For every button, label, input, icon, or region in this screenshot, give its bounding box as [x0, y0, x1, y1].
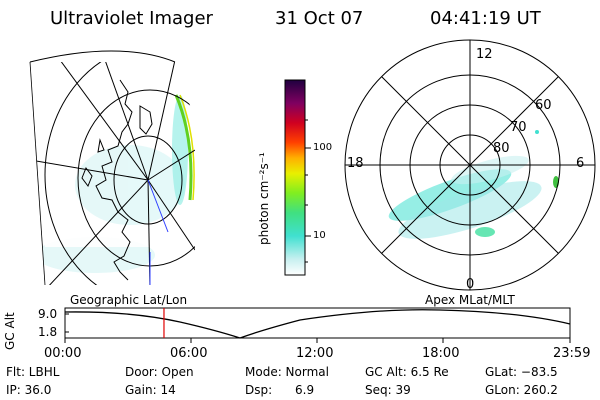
info-mode: Mode: Normal	[245, 365, 329, 379]
altitude-ylabel: GC Alt	[3, 312, 17, 350]
geographic-label: Geographic Lat/Lon	[70, 293, 188, 307]
date-label: 31 Oct 07	[275, 8, 364, 29]
colorbar	[284, 79, 311, 276]
altitude-xtick-1: 06:00	[170, 346, 208, 361]
altitude-ytick-high: 9.0	[38, 307, 58, 321]
info-filter: Flt: LBHL	[6, 365, 60, 379]
info-dsp: Dsp: 6.9	[245, 383, 315, 397]
polar-lat-80: 80	[493, 141, 510, 156]
colorbar-tick-100: 100	[313, 142, 333, 153]
aurora-edge-arc	[174, 94, 193, 201]
time-label: 04:41:19 UT	[430, 8, 541, 29]
info-glon: GLon: 260.2	[485, 383, 558, 397]
info-ip: IP: 36.0	[6, 383, 52, 397]
info-gc-alt: GC Alt: 6.5 Re	[365, 365, 449, 379]
apex-label: Apex MLat/MLT	[425, 293, 515, 307]
info-glat: GLat: −83.5	[485, 365, 558, 379]
altitude-curve	[64, 309, 571, 339]
polar-lat-60: 60	[535, 98, 552, 113]
altitude-xtick-0: 00:00	[44, 346, 82, 361]
altitude-plot	[64, 307, 571, 343]
altitude-xtick-4: 23:59	[553, 346, 591, 361]
polar-label-top: 12	[476, 47, 493, 62]
aurora-emission-left	[35, 95, 190, 273]
colorbar-unit-label: photon cm⁻²s⁻¹	[257, 152, 271, 245]
altitude-ytick-low: 1.8	[38, 325, 58, 339]
colorbar-tick-10: 10	[313, 230, 326, 241]
polar-label-right: 6	[576, 156, 585, 171]
polar-lat-70: 70	[510, 120, 527, 135]
polar-plot	[344, 39, 596, 291]
info-gain: Gain: 14	[125, 383, 176, 397]
altitude-xtick-3: 18:00	[422, 346, 460, 361]
info-seq: Seq: 39	[365, 383, 411, 397]
polar-label-bottom: 0	[466, 277, 475, 292]
coastline	[95, 79, 133, 281]
instrument-title: Ultraviolet Imager	[50, 8, 213, 29]
polar-label-left: 18	[347, 156, 364, 171]
info-door: Door: Open	[125, 365, 194, 379]
geographic-map	[29, 50, 195, 286]
altitude-xtick-2: 12:00	[296, 346, 334, 361]
